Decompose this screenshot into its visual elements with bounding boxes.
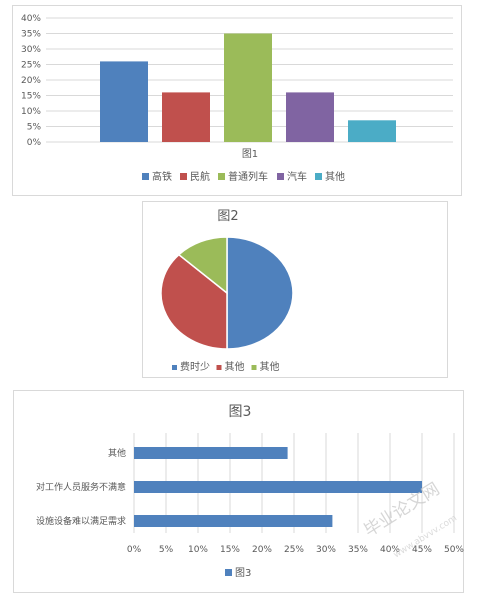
chart-3-x-tick: 5% bbox=[159, 545, 174, 555]
chart-1-legend-label: 民航 bbox=[190, 170, 210, 183]
chart-1-bar bbox=[100, 61, 148, 142]
chart-1-y-tick: 15% bbox=[21, 92, 41, 102]
chart-2-legend-swatch bbox=[251, 365, 257, 370]
chart-3-category-label: 设施设备难以满足需求 bbox=[36, 515, 126, 527]
chart-3-legend-label: 图3 bbox=[235, 567, 251, 579]
chart-1-bar bbox=[224, 33, 272, 142]
chart-3-x-tick: 40% bbox=[380, 545, 400, 555]
chart-1-y-tick: 35% bbox=[21, 30, 41, 40]
chart-3-x-tick: 35% bbox=[348, 545, 368, 555]
chart-3-x-tick: 25% bbox=[284, 545, 304, 555]
chart-1-legend-label: 普通列车 bbox=[228, 170, 268, 183]
chart-3-bar bbox=[134, 447, 288, 459]
chart-3-category-label: 其他 bbox=[108, 447, 126, 459]
chart-1-legend-swatch bbox=[180, 173, 187, 180]
chart-3-x-tick: 45% bbox=[412, 545, 432, 555]
chart-3-panel: 图3 0% 5% 10% 15% 20% 25% 30% 35% 40% 45% 50% 其他对工作人员… bbox=[13, 390, 464, 593]
chart-1-title: 图1 bbox=[242, 148, 258, 160]
chart-2-slice bbox=[177, 236, 228, 295]
chart-2-legend-swatch bbox=[216, 365, 222, 370]
chart-1-legend-swatch bbox=[142, 173, 149, 180]
chart-1-bar bbox=[162, 92, 210, 142]
chart-1-legend-swatch bbox=[315, 173, 322, 180]
chart-1-y-tick: 10% bbox=[21, 107, 41, 117]
chart-2-panel: 图2 费时少 其他 其他 bbox=[142, 201, 448, 378]
chart-1-svg: 0% 5% 10% 15% 20% 25% 30% 35% 40% 图1 高铁 民航 普通列车 汽车 其他 bbox=[21, 14, 453, 183]
chart-3-x-tick: 20% bbox=[252, 545, 272, 555]
chart-3-x-tick: 30% bbox=[316, 545, 336, 555]
chart-3-x-tick: 0% bbox=[127, 545, 142, 555]
chart-1-bar bbox=[348, 120, 396, 142]
chart-3-bar bbox=[134, 515, 333, 527]
chart-3-bar bbox=[134, 481, 422, 493]
chart-3-x-tick: 15% bbox=[220, 545, 240, 555]
chart-2-title: 图2 bbox=[217, 209, 238, 224]
chart-1-y-tick: 25% bbox=[21, 61, 41, 71]
chart-2-legend-label: 其他 bbox=[225, 360, 245, 373]
chart-2-slice bbox=[226, 236, 294, 350]
chart-2-legend-swatch bbox=[172, 365, 177, 370]
chart-3-legend-swatch bbox=[225, 569, 232, 576]
chart-1-y-tick: 5% bbox=[27, 123, 42, 133]
chart-3-category-label: 对工作人员服务不满意 bbox=[36, 481, 126, 493]
chart-1-y-tick: 40% bbox=[21, 14, 41, 24]
chart-3-svg: 图3 0% 5% 10% 15% 20% 25% 30% 35% 40% 45% 50% 其他对工作人员… bbox=[36, 404, 464, 579]
chart-2-legend-label: 其他 bbox=[260, 360, 280, 373]
chart-2-legend-label: 费时少 bbox=[180, 360, 210, 373]
chart-1-bar bbox=[286, 92, 334, 142]
chart-1-legend-swatch bbox=[277, 173, 284, 180]
chart-3-title: 图3 bbox=[229, 404, 252, 420]
chart-2-slice bbox=[160, 253, 228, 350]
chart-1-y-tick: 0% bbox=[27, 138, 42, 148]
chart-1-legend-swatch bbox=[218, 173, 225, 180]
chart-2-svg: 图2 费时少 其他 其他 bbox=[160, 209, 294, 373]
chart-1-legend-label: 其他 bbox=[325, 170, 345, 183]
chart-1-panel: 0% 5% 10% 15% 20% 25% 30% 35% 40% 图1 高铁 民航 普通列车 汽车 其他 bbox=[12, 5, 462, 196]
chart-1-y-tick: 30% bbox=[21, 45, 41, 55]
chart-3-x-tick: 50% bbox=[444, 545, 464, 555]
chart-1-legend-label: 汽车 bbox=[287, 170, 307, 183]
chart-3-x-tick: 10% bbox=[188, 545, 208, 555]
chart-1-y-tick: 20% bbox=[21, 76, 41, 86]
chart-1-legend-label: 高铁 bbox=[152, 170, 172, 183]
